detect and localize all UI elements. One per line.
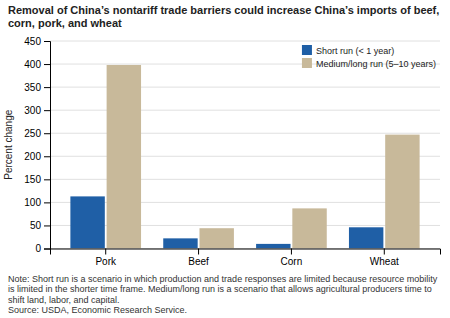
text-line: shift land, labor, and capital. — [8, 295, 120, 305]
tick: 50 — [30, 220, 50, 231]
tick-mark — [44, 41, 50, 42]
tick-mark — [44, 156, 50, 157]
annotation: Note: Short run is a scenario in which p… — [8, 274, 438, 305]
text-line: Removal of China’s nontariff trade barri… — [8, 4, 439, 16]
y-axis-title: Percent change — [3, 109, 14, 179]
tick: 300 — [24, 105, 50, 116]
tick: 100 — [24, 197, 50, 208]
tick-mark — [44, 179, 50, 180]
tick: 0 — [35, 243, 50, 254]
annotation: Source: USDA, Economic Research Service. — [8, 305, 187, 315]
tick-mark — [44, 64, 50, 65]
tick: 250 — [24, 128, 50, 139]
tick-label: 250 — [24, 128, 41, 139]
text-line: Source: USDA, Economic Research Service. — [8, 305, 187, 315]
plot: 0 50 100 150 200 250 300 350 400 450 Pork Beef Corn W… — [24, 36, 440, 267]
legend: Short run (< 1 year) Medium/long run (5–1… — [302, 45, 436, 69]
bar — [70, 196, 104, 248]
text-line: Note: Short run is a scenario in which p… — [8, 274, 438, 284]
grid — [50, 41, 440, 249]
bar — [199, 228, 233, 248]
tick-label: Pork — [95, 256, 117, 267]
tick-mark — [44, 87, 50, 88]
tick-mark — [105, 249, 106, 255]
tick-label: 100 — [24, 197, 41, 208]
bar — [349, 227, 383, 248]
tick-label: 150 — [24, 174, 41, 185]
tick-mark — [44, 110, 50, 111]
chart: Removal of China’s nontariff trade barri… — [0, 0, 450, 318]
bar — [163, 238, 197, 248]
tick-mark — [44, 202, 50, 203]
tick-mark — [44, 249, 50, 250]
grid-line — [50, 41, 440, 42]
title: Removal of China’s nontariff trade barri… — [8, 4, 439, 29]
bar — [385, 135, 419, 249]
x-axis: Pork Beef Corn Wheat — [51, 249, 441, 267]
tick-label: 50 — [30, 220, 42, 231]
bar — [107, 65, 141, 249]
tick-label: 200 — [24, 151, 41, 162]
tick-label: 300 — [24, 105, 41, 116]
axis-domain — [51, 249, 441, 255]
legend-swatch — [302, 58, 312, 68]
bars — [70, 65, 419, 249]
tick-mark — [198, 249, 199, 255]
bar — [292, 208, 326, 248]
legend-swatch — [302, 45, 312, 55]
tick-label: Wheat — [370, 256, 399, 267]
tick: Beef — [188, 249, 209, 267]
bar-series — [107, 65, 420, 249]
tick-label: 450 — [24, 36, 41, 47]
legend-item: Medium/long run (5–10 years) — [302, 58, 436, 69]
tick-label: Beef — [188, 256, 209, 267]
tick-mark — [384, 249, 385, 255]
text-line: corn, pork, and wheat — [8, 17, 122, 29]
tick: 450 — [24, 36, 50, 47]
tick: 150 — [24, 174, 50, 185]
tick-mark — [44, 225, 50, 226]
y-axis: 0 50 100 150 200 250 300 350 400 450 — [24, 36, 50, 255]
legend-label: Short run (< 1 year) — [316, 46, 394, 56]
tick-mark — [291, 249, 292, 255]
tick: 200 — [24, 151, 50, 162]
legend-label: Medium/long run (5–10 years) — [316, 59, 436, 69]
tick-label: 0 — [35, 243, 41, 254]
tick: 350 — [24, 82, 50, 93]
tick-mark — [44, 133, 50, 134]
axis-domain — [44, 42, 51, 250]
tick: Wheat — [370, 249, 399, 267]
tick-label: Corn — [281, 256, 303, 267]
text-line: is limited in the shorter time frame. Me… — [8, 284, 432, 294]
tick-label: 350 — [24, 82, 41, 93]
tick-label: 400 — [24, 59, 41, 70]
tick: Pork — [95, 249, 117, 267]
legend-item: Short run (< 1 year) — [302, 45, 394, 56]
bar — [256, 244, 290, 249]
tick: Corn — [281, 249, 303, 267]
tick: 400 — [24, 59, 50, 70]
